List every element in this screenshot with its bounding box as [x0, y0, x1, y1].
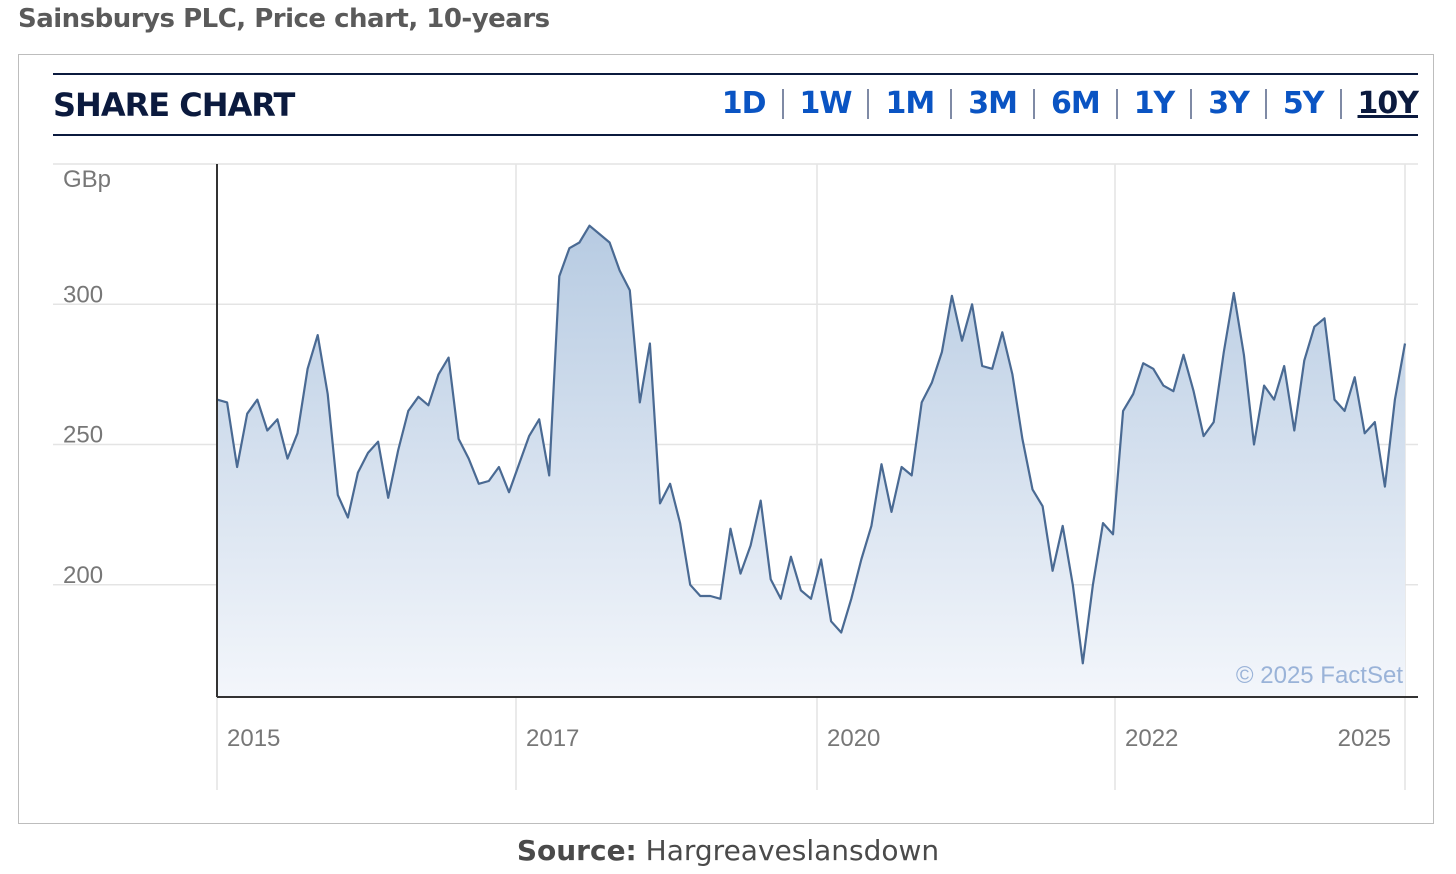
x-tick-label: 2017	[526, 725, 579, 752]
range-6m[interactable]: 6M	[1050, 86, 1101, 121]
x-tick-label: 2022	[1125, 725, 1178, 752]
x-tick-label: 2025	[1338, 725, 1391, 752]
range-separator	[1115, 88, 1118, 119]
source-caption: Source: Hargreaveslansdown	[0, 834, 1456, 867]
price-line	[216, 224, 1407, 665]
range-separator	[867, 88, 870, 119]
chart-frame	[18, 54, 1434, 824]
range-separator	[1264, 88, 1267, 119]
header-rule-bottom	[53, 134, 1418, 136]
y-tick-label: 300	[63, 281, 103, 308]
source-label: Source:	[516, 834, 637, 867]
share-chart-label: SHARE CHART	[53, 86, 295, 124]
y-tick-label: 200	[63, 562, 103, 589]
x-tick-label: 2020	[827, 725, 880, 752]
y-tick-label: 250	[63, 422, 103, 449]
range-3m[interactable]: 3M	[968, 86, 1018, 121]
range-3y[interactable]: 3Y	[1208, 86, 1250, 121]
range-1m[interactable]: 1M	[885, 86, 935, 121]
range-separator	[1339, 88, 1342, 119]
range-1y[interactable]: 1Y	[1133, 86, 1176, 121]
range-separator	[950, 88, 953, 119]
x-tick-label: 2015	[227, 725, 280, 752]
range-separator	[781, 88, 784, 119]
source-value: Hargreaveslansdown	[645, 834, 940, 867]
page-title: Sainsburys PLC, Price chart, 10-years	[18, 4, 550, 34]
range-5y[interactable]: 5Y	[1282, 86, 1325, 121]
range-separator	[1190, 88, 1193, 119]
range-selector: 1D 1W 1M 3M 6M 1Y 3Y 5Y 10Y	[721, 86, 1419, 121]
range-10y[interactable]: 10Y	[1357, 86, 1419, 121]
factset-watermark: © 2025 FactSet	[1236, 662, 1403, 689]
range-separator	[1032, 88, 1035, 119]
price-area	[217, 225, 1405, 697]
range-1d[interactable]: 1D	[721, 86, 767, 121]
header-rule-top	[53, 73, 1418, 75]
y-unit-label: GBp	[63, 166, 111, 193]
range-1w[interactable]: 1W	[799, 86, 853, 121]
